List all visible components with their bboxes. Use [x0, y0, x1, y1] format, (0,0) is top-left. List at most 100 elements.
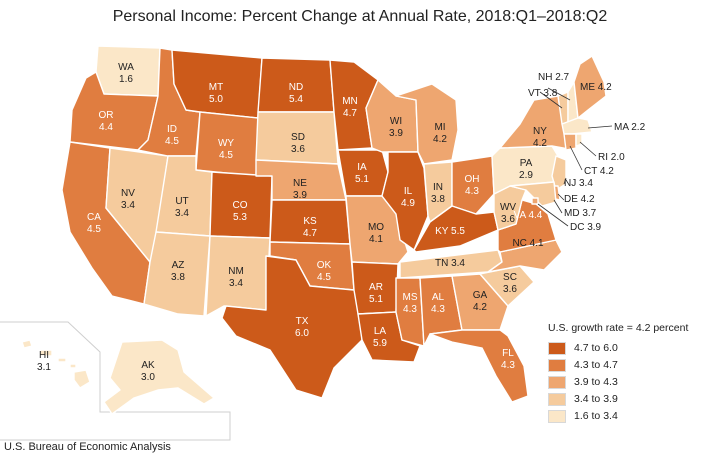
state-label-wa: WA: [118, 62, 134, 73]
state-label-wy: WY: [218, 138, 234, 149]
callout-label-nh: NH 2.7: [538, 72, 570, 83]
state-label-mt: MT: [209, 82, 223, 93]
state-value-al: 4.3: [431, 304, 445, 315]
state-nc[interactable]: [487, 239, 563, 273]
state-ms[interactable]: [395, 277, 425, 347]
legend-item: 3.4 to 3.9: [548, 391, 718, 407]
state-label-la: LA: [374, 326, 387, 337]
state-dc[interactable]: [531, 197, 539, 205]
state-label-ut: UT: [175, 196, 188, 207]
legend-item: 4.7 to 6.0: [548, 340, 718, 356]
state-label-va: VA 4.4: [514, 210, 543, 221]
legend-swatch: [548, 375, 566, 389]
callout-label-vt: VT 3.8: [528, 88, 558, 99]
state-value-tx: 6.0: [295, 328, 309, 339]
state-label-ky: KY 5.5: [435, 226, 465, 237]
callout-label-de: DE 4.2: [564, 194, 595, 205]
state-ct[interactable]: [563, 133, 577, 151]
callout-labels: NH 2.7 VT 3.8 ME 4.2 MA 2.2 RI 2.0 CT 4.2NJ 3…: [528, 72, 646, 233]
state-label-ks: KS: [303, 216, 317, 227]
callout-label-nj: NJ 3.4: [564, 178, 593, 189]
state-value-ok: 4.5: [317, 272, 331, 283]
state-value-ny: 4.2: [533, 138, 547, 149]
state-label-ne: NE: [293, 178, 307, 189]
state-value-ut: 3.4: [175, 208, 189, 219]
callout-label-md: MD 3.7: [564, 208, 597, 219]
state-label-or: OR: [99, 110, 114, 121]
state-label-pa: PA: [520, 158, 533, 169]
map-title: Personal Income: Percent Change at Annua…: [112, 8, 608, 25]
state-mi[interactable]: [395, 83, 459, 165]
state-ga[interactable]: [451, 273, 509, 331]
state-oh[interactable]: [451, 155, 495, 215]
legend-title: U.S. growth rate = 4.2 percent: [548, 322, 689, 334]
state-me[interactable]: [573, 55, 607, 119]
state-md[interactable]: [509, 181, 557, 207]
state-label-mi: MI: [434, 122, 445, 133]
state-value-ga: 4.2: [473, 302, 487, 313]
callout-label-ma: MA 2.2: [614, 122, 646, 133]
state-value-wi: 3.9: [389, 128, 403, 139]
state-value-sc: 3.6: [503, 284, 517, 295]
legend-swatch: [548, 358, 566, 372]
state-ak[interactable]: [103, 339, 215, 415]
state-label-ia: IA: [357, 162, 367, 173]
state-nj[interactable]: [551, 155, 567, 191]
state-value-mn: 4.7: [343, 108, 357, 119]
state-value-wa: 1.6: [119, 74, 133, 85]
state-value-wv: 3.6: [501, 214, 515, 225]
state-fl[interactable]: [429, 329, 529, 403]
state-value-ar: 5.1: [369, 294, 383, 305]
source-credit: U.S. Bureau of Economic Analysis: [4, 441, 171, 453]
state-value-ks: 4.7: [303, 228, 317, 239]
state-value-la: 5.9: [373, 338, 387, 349]
state-label-tn: TN 3.4: [435, 258, 465, 269]
state-label-fl: FL: [502, 348, 514, 359]
state-value-ne: 3.9: [293, 190, 307, 201]
state-value-in: 3.8: [431, 194, 445, 205]
legend-label: 3.9 to 4.3: [574, 376, 618, 388]
legend-item: 4.3 to 4.7: [548, 357, 718, 373]
state-labels: WA1.6OR4.4CA4.5NV3.4ID4.5MT5.0WY4.5UT3.4…: [37, 62, 547, 383]
state-label-wv: WV: [500, 202, 516, 213]
state-tx[interactable]: [221, 255, 363, 399]
state-label-id: ID: [167, 124, 177, 135]
state-label-wi: WI: [390, 116, 402, 127]
state-hi[interactable]: [21, 339, 91, 389]
state-il[interactable]: [381, 151, 429, 251]
state-label-sc: SC: [503, 272, 517, 283]
state-value-ia: 5.1: [355, 174, 369, 185]
state-label-ca: CA: [87, 212, 101, 223]
state-value-ak: 3.0: [141, 372, 155, 383]
state-label-mn: MN: [342, 96, 358, 107]
state-ri[interactable]: [575, 133, 583, 147]
state-value-hi: 3.1: [37, 362, 51, 373]
state-label-ar: AR: [369, 282, 383, 293]
state-label-tx: TX: [296, 316, 309, 327]
state-label-hi: HI: [39, 350, 49, 361]
state-label-mo: MO: [368, 222, 384, 233]
state-label-nd: ND: [289, 82, 303, 93]
state-label-sd: SD: [291, 132, 305, 143]
callout-label-me: ME 4.2: [580, 82, 612, 93]
legend: U.S. growth rate = 4.2 percent 4.7 to 6.…: [548, 322, 718, 425]
state-value-sd: 3.6: [291, 144, 305, 155]
legend-swatch: [548, 392, 566, 406]
state-value-az: 3.8: [171, 272, 185, 283]
state-label-al: AL: [432, 292, 445, 303]
callout-label-ct: CT 4.2: [584, 166, 614, 177]
legend-label: 1.6 to 3.4: [574, 410, 618, 422]
callout-lines: [537, 87, 613, 227]
state-label-ga: GA: [473, 290, 488, 301]
callout-label-dc: DC 3.9: [570, 222, 602, 233]
state-label-nv: NV: [121, 188, 135, 199]
state-label-nm: NM: [228, 266, 244, 277]
state-label-ms: MS: [403, 292, 418, 303]
legend-label: 4.3 to 4.7: [574, 359, 618, 371]
state-value-nd: 5.4: [289, 94, 303, 105]
state-label-in: IN: [433, 182, 443, 193]
state-ia[interactable]: [337, 149, 389, 197]
state-label-ny: NY: [533, 126, 547, 137]
state-value-il: 4.9: [401, 198, 415, 209]
